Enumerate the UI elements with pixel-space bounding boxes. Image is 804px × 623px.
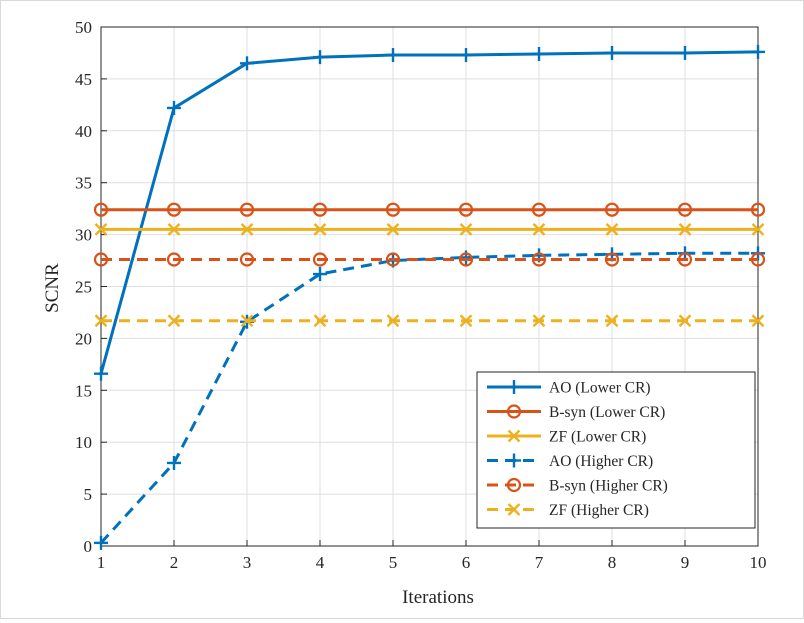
legend-label: ZF (Lower CR) — [549, 429, 646, 446]
y-tick-label: 30 — [75, 226, 92, 245]
data-point-marker — [312, 202, 328, 217]
x-tick-label: 8 — [608, 553, 617, 572]
y-tick-label: 50 — [75, 18, 92, 37]
data-point-marker — [751, 314, 765, 328]
data-point-marker — [459, 223, 473, 236]
data-point-marker — [531, 252, 547, 267]
x-tick-label: 7 — [535, 553, 544, 572]
data-point-marker — [459, 314, 473, 328]
series-0 — [94, 44, 765, 381]
data-point-marker — [166, 202, 182, 217]
y-tick-label: 0 — [84, 537, 93, 556]
legend-marker — [507, 429, 521, 443]
y-tick-label: 20 — [75, 329, 92, 348]
legend-box — [476, 371, 756, 529]
legend-label: B-syn (Lower CR) — [549, 404, 665, 421]
y-tick-label: 10 — [75, 433, 92, 452]
legend-label: AO (Higher CR) — [549, 453, 653, 470]
data-point-marker — [240, 314, 254, 328]
data-point-marker — [678, 223, 692, 236]
data-point-marker — [458, 202, 474, 217]
data-point-marker — [386, 223, 400, 236]
series-1 — [93, 202, 766, 217]
series-5 — [94, 314, 765, 328]
x-axis-label: Iterations — [402, 587, 474, 608]
x-tick-label: 2 — [170, 553, 179, 572]
y-tick-label: 45 — [75, 70, 92, 89]
data-point-marker — [94, 223, 108, 236]
y-tick-label: 25 — [75, 278, 92, 297]
data-point-marker — [604, 202, 620, 217]
data-point-marker — [677, 202, 693, 217]
data-point-marker — [677, 252, 693, 267]
series-4 — [93, 252, 766, 267]
data-point-marker — [751, 223, 765, 236]
legend-label: ZF (Higher CR) — [549, 502, 649, 519]
legend-marker — [506, 477, 522, 493]
data-point-marker — [240, 223, 254, 236]
x-tick-label: 4 — [316, 553, 325, 572]
data-point-marker — [385, 252, 401, 267]
data-point-marker — [750, 202, 766, 217]
data-point-marker — [312, 252, 328, 267]
data-point-marker — [313, 314, 327, 328]
legend: AO (Lower CR) B-syn (Lower CR) ZF (Lower C… — [476, 371, 756, 529]
y-tick-label: 40 — [75, 122, 92, 141]
data-point-marker — [604, 252, 620, 267]
data-point-marker — [93, 252, 109, 267]
x-tick-label: 1 — [97, 553, 106, 572]
y-tick-label: 35 — [75, 174, 92, 193]
data-point-marker — [239, 202, 255, 217]
data-point-marker — [532, 223, 546, 236]
data-point-marker — [605, 314, 619, 328]
data-point-marker — [458, 252, 474, 267]
x-tick-label: 5 — [389, 553, 398, 572]
y-axis-label: SCNR — [42, 263, 63, 313]
data-point-marker — [313, 223, 327, 236]
data-point-marker — [167, 314, 181, 328]
data-point-marker — [750, 252, 766, 267]
x-tick-label: 3 — [243, 553, 252, 572]
y-tick-label: 15 — [75, 381, 92, 400]
series-lines — [93, 44, 766, 550]
legend-marker — [507, 503, 521, 516]
y-tick-label: 5 — [84, 485, 93, 504]
legend-label: AO (Lower CR) — [549, 380, 651, 397]
data-point-marker — [166, 252, 182, 267]
data-point-marker — [385, 202, 401, 217]
x-tick-label: 6 — [462, 553, 471, 572]
data-point-marker — [532, 314, 546, 328]
series-line — [99, 251, 758, 544]
data-point-marker — [167, 223, 181, 236]
series-2 — [94, 223, 765, 236]
data-point-marker — [605, 223, 619, 236]
data-point-marker — [386, 314, 400, 328]
data-point-marker — [93, 202, 109, 217]
data-point-marker — [94, 314, 108, 328]
data-point-marker — [678, 314, 692, 328]
data-point-marker — [239, 252, 255, 267]
data-point-marker — [531, 202, 547, 217]
legend-label: B-syn (Higher CR) — [549, 478, 668, 495]
legend-marker — [506, 404, 522, 419]
series-line — [99, 50, 759, 375]
x-tick-label: 10 — [750, 553, 767, 572]
x-tick-label: 9 — [681, 553, 690, 572]
